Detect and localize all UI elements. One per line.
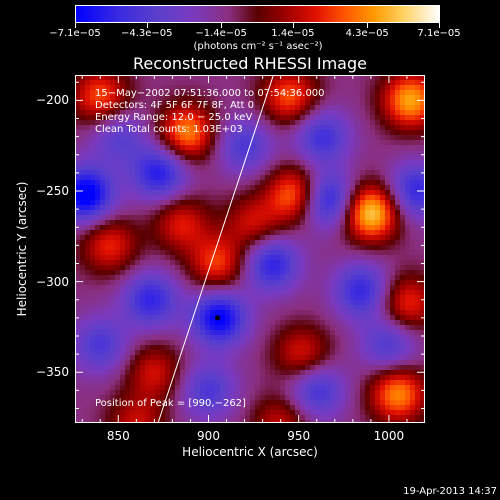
heatmap-image (75, 75, 425, 423)
chart-title: Reconstructed RHESSI Image (133, 54, 367, 73)
colorbar-tick-label: −1.4e−05 (195, 28, 247, 39)
x-tick-label: 900 (197, 429, 220, 443)
plot-frame (75, 75, 425, 423)
marker-point (215, 315, 221, 321)
annotation-clean-counts: Clean Total counts: 1.03E+03 (95, 124, 243, 135)
annotation-detectors: Detectors: 4F 5F 6F 7F 8F, Att 0 (95, 100, 255, 111)
annotation-time-range: 15−May−2002 07:51:36.000 to 07:54:36.000 (95, 88, 325, 99)
y-tick-label: −350 (36, 365, 69, 380)
colorbar-tick-label: 4.3e−05 (345, 28, 389, 39)
x-tick-label: 1000 (373, 429, 405, 443)
colorbar-tick (146, 23, 148, 28)
footer-timestamp: 19-Apr-2013 14:37 (403, 486, 497, 497)
colorbar-tick (367, 23, 369, 28)
colorbar-unit-label: (photons cm⁻² s⁻¹ asec⁻²) (193, 41, 323, 52)
colorbar-tick-label: 7.1e−05 (417, 28, 461, 39)
colorbar-tick (221, 23, 223, 28)
x-axis-title: Heliocentric X (arcsec) (182, 445, 318, 459)
colorbar-tick-label: 1.4e−05 (271, 28, 315, 39)
colorbar-tick-label: −7.1e−05 (49, 28, 101, 39)
plot-area (75, 75, 425, 423)
solar-limb-line (157, 75, 274, 423)
colorbar-gradient (75, 5, 440, 23)
y-tick-label: −250 (36, 184, 69, 198)
annotation-peak-position: Position of Peak = [990,−262] (95, 398, 246, 409)
colorbar-tick (439, 23, 440, 28)
x-tick-label: 850 (106, 429, 130, 443)
y-tick-label: −300 (36, 274, 69, 289)
y-axis-title: Heliocentric Y (arcsec) (15, 181, 29, 317)
colorbar-tick (75, 23, 76, 28)
colorbar-tick-label: −4.3e−05 (120, 28, 173, 39)
y-tick-label: −200 (36, 93, 69, 108)
colorbar (75, 5, 440, 23)
colorbar-tick (292, 23, 294, 28)
annotation-energy-range: Energy Range: 12.0 − 25.0 keV (95, 112, 253, 123)
x-tick-label: 950 (287, 429, 311, 443)
